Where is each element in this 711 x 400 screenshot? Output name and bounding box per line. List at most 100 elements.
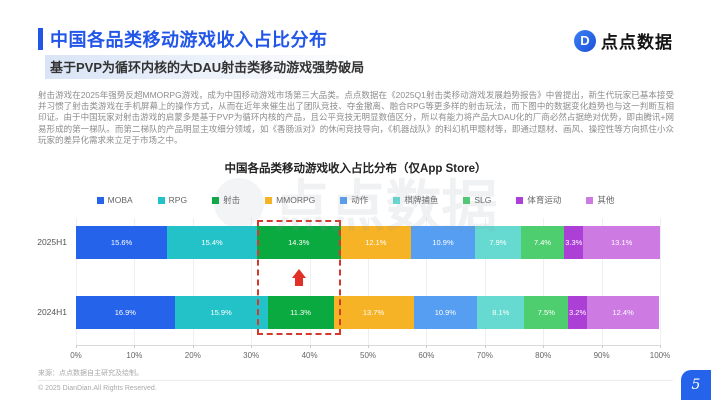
axis-tick-label: 20% xyxy=(184,351,201,360)
axis-tick xyxy=(543,345,545,348)
chart-title: 中国各品类移动游戏收入占比分布（仅App Store） xyxy=(224,163,487,175)
axis-tick-label: 0% xyxy=(70,351,82,360)
bar-segment-SLG: 7.5% xyxy=(524,296,569,329)
bar-segment-体育运动: 3.3% xyxy=(564,226,584,259)
bar-segment-射击: 14.3% xyxy=(257,226,341,259)
page-number-badge: 5 xyxy=(681,370,711,400)
bar-segment-棋牌捕鱼: 8.1% xyxy=(477,296,525,329)
legend-item-动作: 动作 xyxy=(340,194,368,206)
arrow-stem xyxy=(294,278,303,286)
bar-segment-SLG: 7.4% xyxy=(520,226,565,259)
legend-swatch-icon xyxy=(586,196,594,204)
gridline xyxy=(601,218,603,345)
axis-tick-label: 60% xyxy=(418,351,435,360)
gridline xyxy=(426,218,428,345)
legend-label: 射击 xyxy=(223,195,241,205)
legend-swatch-icon xyxy=(265,196,273,204)
gridline xyxy=(134,218,136,345)
brand-logo: D 点点数据 xyxy=(574,28,673,53)
arrow-head xyxy=(291,269,306,278)
bar-segment-MOBA: 15.6% xyxy=(76,226,168,259)
bar-segment-RPG: 15.9% xyxy=(174,296,268,329)
bar-segment-MOBA: 16.9% xyxy=(76,296,175,329)
bar-segment-MMORPG: 13.7% xyxy=(333,296,414,329)
bar-segment-其他: 12.4% xyxy=(586,296,660,329)
axis-tick xyxy=(251,345,253,348)
legend-label: RPG xyxy=(168,195,188,205)
axis-tick-label: 90% xyxy=(593,351,610,360)
gridline xyxy=(484,218,486,345)
bar-segment-动作: 10.9% xyxy=(411,226,475,259)
axis-tick-label: 10% xyxy=(126,351,143,360)
legend-swatch-icon xyxy=(393,196,401,204)
bar-segment-棋牌捕鱼: 7.9% xyxy=(474,226,521,259)
brand-logo-text: 点点数据 xyxy=(601,33,673,52)
page-subtitle: 基于PVP为循环内核的大DAU射击类移动游戏强势破局 xyxy=(45,55,425,79)
axis-tick xyxy=(426,345,428,348)
bar-row-2024H1: 2024H1 16.9% 15.9% 11.3% 13.7% 10.9% 8.1% 7.5% 3… xyxy=(37,296,660,329)
chart-legend: MOBA RPG 射击 MMORPG 动作 棋牌捕鱼 SLG 体育运动 其他 xyxy=(0,194,711,206)
legend-item-RPG: RPG xyxy=(157,195,188,205)
increase-arrow-icon xyxy=(291,269,306,286)
axis-tick-label: 30% xyxy=(243,351,260,360)
page-title: 中国各品类移动游戏收入占比分布 xyxy=(50,30,328,50)
axis-tick xyxy=(660,345,661,348)
title-accent-bar xyxy=(38,28,43,50)
gridline xyxy=(309,218,311,345)
legend-item-SLG: SLG xyxy=(463,195,491,205)
axis-tick xyxy=(134,345,136,348)
bar-segment-体育运动: 3.2% xyxy=(568,296,587,329)
legend-item-棋牌捕鱼: 棋牌捕鱼 xyxy=(393,194,438,206)
axis-tick-label: 40% xyxy=(301,351,318,360)
footer-divider xyxy=(38,380,673,381)
legend-item-MMORPG: MMORPG xyxy=(265,195,315,205)
axis-tick xyxy=(76,345,77,348)
axis-tick xyxy=(192,345,194,348)
axis-tick xyxy=(601,345,603,348)
axis-tick xyxy=(484,345,486,348)
legend-label: 棋牌捕鱼 xyxy=(404,195,439,205)
legend-item-体育运动: 体育运动 xyxy=(516,194,561,206)
gridline xyxy=(543,218,545,345)
legend-label: 动作 xyxy=(351,195,369,205)
copyright: © 2025 DianDian.All Rights Reserved. xyxy=(38,385,157,392)
legend-item-射击: 射击 xyxy=(212,194,240,206)
legend-label: 体育运动 xyxy=(527,195,562,205)
gridline xyxy=(368,218,369,345)
bar-row-label: 2024H1 xyxy=(37,307,67,317)
body-paragraph: 射击游戏在2025年强势反超MMORPG游戏，成为中国移动游戏市场第三大品类。点… xyxy=(38,90,674,145)
axis-tick-label: 50% xyxy=(359,351,377,360)
gridline xyxy=(192,218,194,345)
gridline xyxy=(76,218,77,345)
bar-segment-RPG: 15.4% xyxy=(167,226,258,259)
axis-tick-label: 80% xyxy=(535,351,552,360)
legend-swatch-icon xyxy=(212,196,220,204)
bar-row-label: 2025H1 xyxy=(37,237,67,247)
legend-item-MOBA: MOBA xyxy=(96,195,133,205)
axis-tick xyxy=(309,345,311,348)
bar-segment-MMORPG: 12.1% xyxy=(340,226,412,259)
bar-row-2025H1: 2025H1 15.6% 15.4% 14.3% 12.1% 10.9% 7.9% 7.4% 3… xyxy=(37,226,660,259)
legend-label: MOBA xyxy=(107,195,133,205)
highlight-box xyxy=(257,220,341,335)
legend-swatch-icon xyxy=(463,196,471,204)
bar-segment-射击: 11.3% xyxy=(267,296,334,329)
axis-tick xyxy=(368,345,369,348)
page-title-row: 中国各品类移动游戏收入占比分布 xyxy=(38,26,328,52)
legend-swatch-icon xyxy=(157,196,165,204)
legend-label: MMORPG xyxy=(276,195,316,205)
legend-item-其他: 其他 xyxy=(586,194,614,206)
bar-segment-其他: 13.1% xyxy=(583,226,660,259)
axis-tick-label: 70% xyxy=(476,351,493,360)
gridline xyxy=(251,218,253,345)
gridline xyxy=(660,218,661,345)
legend-swatch-icon xyxy=(340,196,348,204)
legend-swatch-icon xyxy=(96,196,104,204)
diandian-logo-icon: D xyxy=(574,29,596,52)
bar-segment-动作: 10.9% xyxy=(413,296,478,329)
axis-tick-label: 100% xyxy=(649,351,671,360)
plot-area: 0% 10% 20% 30% 40% 50% 60% 70% 80% 90% 100% 2025H1 1… xyxy=(37,218,670,360)
legend-label: 其他 xyxy=(597,195,615,205)
legend-swatch-icon xyxy=(516,196,524,204)
